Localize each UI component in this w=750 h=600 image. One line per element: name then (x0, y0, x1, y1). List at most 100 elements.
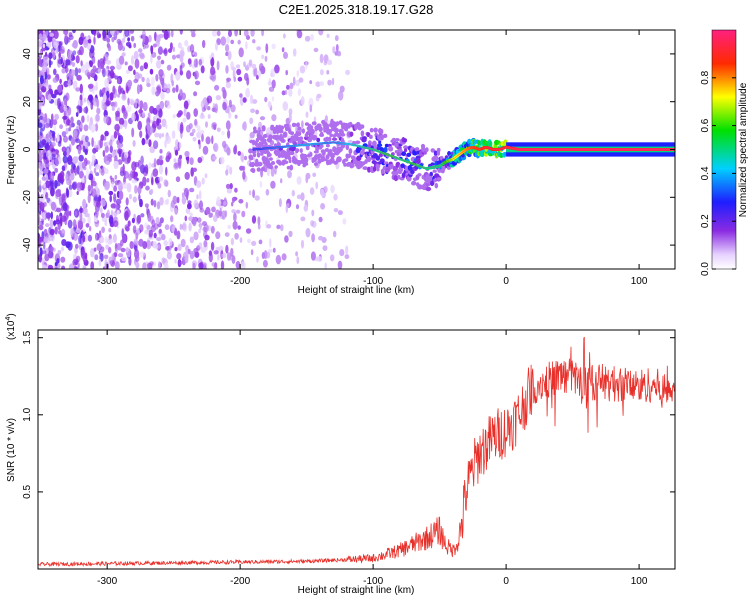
spectrogram-cell (120, 87, 124, 94)
spectrogram-cell (175, 84, 179, 93)
spectrogram-cell (72, 30, 76, 34)
track-cell (425, 147, 429, 153)
spectrogram-cell (303, 204, 308, 212)
track-cell (340, 137, 345, 144)
spectrogram-x-label: Height of straight line (km) (298, 285, 415, 296)
spectrogram-cell (57, 222, 61, 231)
spectrogram-cell (109, 30, 115, 36)
spectrogram-cell (222, 252, 227, 259)
spectrogram-cell (58, 230, 62, 235)
spectrogram-cell (115, 248, 118, 254)
spectrogram-cell (38, 49, 42, 57)
spectrogram-cell (127, 97, 130, 106)
spectrogram-cell (114, 174, 118, 180)
spectrogram-cell (158, 133, 162, 139)
spectrogram-cell (305, 172, 311, 180)
spectrogram-cell (95, 233, 98, 242)
spectrogram-cell (175, 176, 181, 183)
spectrogram-cell (105, 236, 108, 244)
spectrogram-cell (173, 208, 178, 215)
spectrogram-cell (123, 111, 128, 120)
spectrogram-cell (345, 245, 349, 255)
spectrogram-cell (193, 231, 199, 241)
spectrogram-cell (38, 170, 44, 175)
spectrogram-cell (175, 70, 181, 81)
spectrogram-cell (56, 263, 61, 269)
track-cell (319, 144, 324, 149)
spectrogram-cell (68, 127, 71, 132)
spectrogram-cell (90, 123, 96, 133)
spectrogram-cell (46, 150, 52, 159)
spectrogram-cell (103, 142, 108, 147)
spectrogram-cell (156, 237, 162, 242)
spectrogram-cell (49, 218, 54, 229)
spectrogram-cell (180, 238, 186, 248)
spectrogram-cell (136, 214, 142, 224)
spectrogram-cell (227, 50, 232, 61)
spectrogram-cell (91, 137, 94, 148)
spectrogram-cell (245, 87, 251, 98)
spectrogram-cell (225, 183, 231, 189)
spectrogram-cell (57, 249, 62, 255)
spectrogram-cell (259, 181, 263, 188)
spectrogram-cell (225, 164, 230, 171)
spectrogram-cell (51, 113, 54, 122)
snr-scale-label: (x104) (5, 313, 17, 340)
spectrogram-cell (334, 35, 339, 42)
spectrogram-cell (146, 178, 150, 183)
spectrogram-cell (99, 138, 103, 149)
spectrogram-cell (151, 177, 154, 186)
spectrogram-cell (261, 30, 265, 37)
spectrogram-cell (281, 47, 285, 53)
spectrogram-cell (76, 74, 82, 81)
spectrogram-cell (57, 140, 62, 147)
spectrogram-cell (345, 69, 351, 76)
spectrogram-cell (77, 261, 80, 269)
spectrogram-cell (115, 30, 119, 35)
spectrogram-cell (267, 166, 270, 177)
spectrogram-cell (131, 127, 135, 138)
spectrogram-cell (87, 83, 94, 89)
track-cell (423, 150, 427, 155)
spectrogram-cell (207, 114, 211, 119)
spectrogram-cell (68, 263, 75, 269)
spectrogram-cell (39, 147, 42, 153)
spectrogram-cell (172, 87, 176, 93)
spectrogram-cell (113, 193, 117, 203)
spectrogram-cell (109, 238, 115, 243)
spectrogram-cell (108, 156, 112, 163)
spectrogram-cell (194, 118, 198, 126)
spectrogram-cell (109, 194, 112, 203)
spectrogram-cell (132, 196, 137, 203)
spectrogram-cell (87, 38, 92, 44)
spectrogram-cell (67, 219, 73, 229)
spectrogram-cell (80, 60, 83, 67)
spectrogram-cell (132, 171, 138, 178)
spectrogram-cell (96, 98, 100, 108)
spectrogram-cell (71, 182, 77, 190)
spectrogram-cell (113, 185, 117, 192)
spectrogram-cell (318, 216, 323, 223)
spectrogram-cell (163, 47, 168, 57)
spectrogram-cell (45, 180, 51, 189)
spectrogram-cell (172, 54, 176, 60)
track-cell (375, 163, 381, 169)
spectrogram-cell (82, 235, 86, 243)
spectrogram-cell (199, 129, 205, 135)
spectrogram-cell (83, 97, 87, 103)
spectrogram-cell (101, 69, 105, 74)
track-cell (429, 171, 434, 177)
spectrogram-cell (109, 145, 114, 153)
spectrogram-cell (240, 152, 245, 162)
spectrogram-cell (150, 188, 154, 194)
spectrogram-cell (95, 201, 101, 208)
spectrogram-cell (189, 44, 195, 53)
spectrogram-cell (91, 154, 96, 164)
spectrogram-cell (62, 202, 68, 212)
spectrogram-cell (289, 82, 294, 90)
spectrogram-cell (213, 142, 219, 153)
spectrogram-cell (139, 100, 144, 110)
spectrogram-cell (181, 196, 187, 205)
snr-series (38, 336, 675, 567)
spectrogram-cell (166, 100, 170, 106)
